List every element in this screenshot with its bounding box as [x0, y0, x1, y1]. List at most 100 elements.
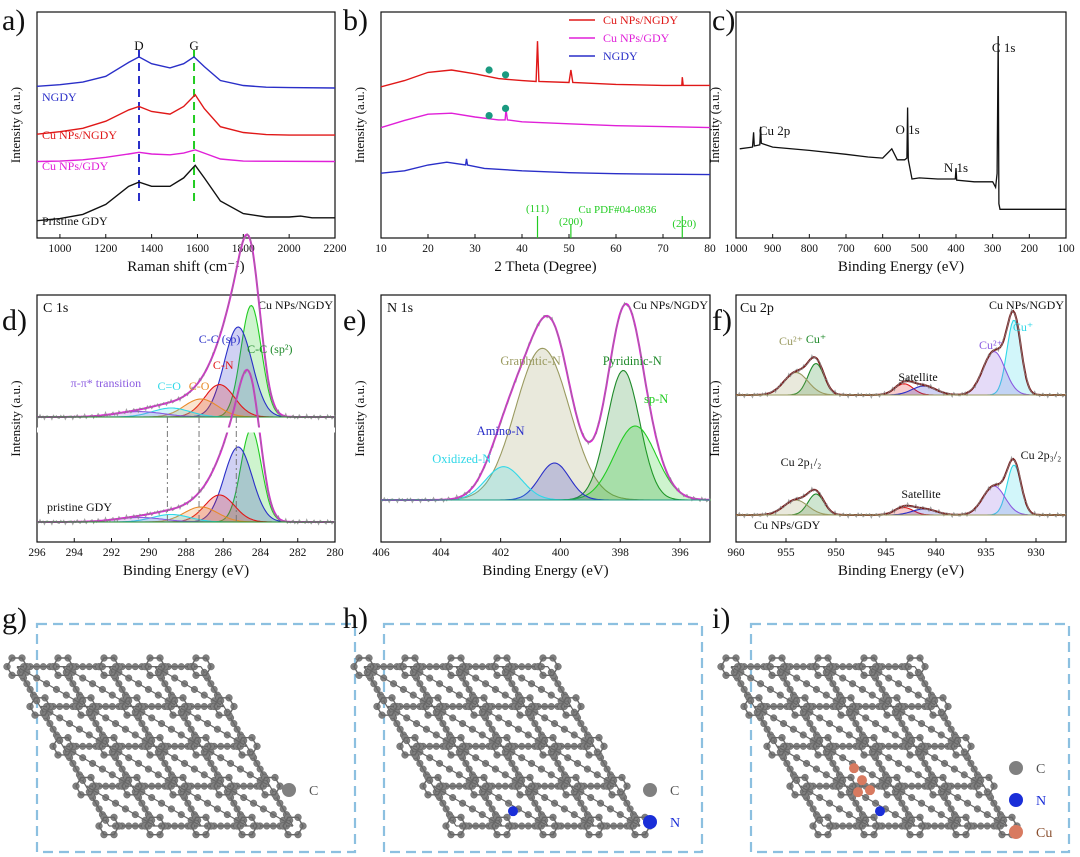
- spin-orbit-label: Satellite: [901, 487, 940, 501]
- benzene-ring: [282, 816, 304, 836]
- legend-label-C: C: [309, 784, 318, 799]
- structure-frame: [382, 622, 704, 854]
- structure-frame: [749, 622, 1071, 854]
- benzene-ring: [190, 736, 212, 756]
- panel-letter-e: e): [343, 304, 366, 337]
- peak-label: O 1s: [895, 122, 919, 137]
- reference-peak-label: (111): [526, 203, 549, 215]
- benzene-ring: [950, 816, 972, 836]
- bond: [432, 785, 503, 827]
- y-axis-label: Intensity (a.u.): [707, 380, 722, 456]
- structure-frame: [35, 622, 357, 854]
- x-tick-label: 398: [612, 547, 630, 559]
- x-axis-label: Binding Energy (eV): [123, 563, 249, 579]
- bond: [386, 705, 457, 747]
- bond: [799, 705, 870, 747]
- component-label: C-C (sp²): [247, 342, 292, 356]
- component-label: Cu⁺: [806, 332, 826, 346]
- peak-label: N 1s: [944, 160, 968, 175]
- series-label-1: Cu NPs/NGDY: [42, 128, 117, 142]
- benzene-ring: [144, 657, 166, 677]
- bond: [547, 745, 618, 787]
- y-axis-label: Intensity (a.u.): [352, 380, 367, 456]
- bond: [409, 745, 480, 787]
- benzene-ring: [835, 697, 857, 716]
- x-tick-label: 292: [103, 547, 121, 559]
- series-label-3: Pristine GDY: [42, 214, 108, 228]
- x-axis-label: Binding Energy (eV): [482, 563, 608, 579]
- y-axis-label: Intensity (a.u.): [8, 87, 23, 163]
- reference-peak-label: (200): [559, 216, 583, 228]
- bond: [891, 785, 962, 827]
- component-label: C=O: [158, 379, 182, 393]
- copper-atom: [849, 763, 859, 774]
- benzene-ring: [537, 816, 559, 836]
- benzene-ring: [766, 657, 788, 677]
- benzene-ring: [121, 776, 143, 796]
- legend-atom-N: [643, 815, 657, 829]
- y-axis-label: Intensity (a.u.): [352, 87, 367, 163]
- panel-f: f) 960 955 950 945 940 935 930 Binding Energy (e…: [707, 294, 1067, 579]
- bond: [455, 666, 526, 708]
- fit-component: [37, 304, 335, 418]
- benzene-ring: [766, 736, 788, 756]
- x-tick-label: 406: [372, 547, 390, 559]
- x-tick-label: 70: [657, 243, 669, 255]
- bond: [524, 705, 595, 747]
- benzene-ring: [468, 776, 490, 796]
- legend-atom-N: [1009, 793, 1023, 807]
- reference-peak-label: (220): [672, 218, 696, 230]
- sample-label-top: Cu NPs/NGDY: [989, 298, 1064, 312]
- benzene-ring: [213, 697, 235, 716]
- bond: [432, 705, 503, 747]
- benzene-ring: [52, 736, 74, 756]
- benzene-ring: [789, 697, 811, 716]
- component-label: C-C (sp): [199, 332, 241, 346]
- bond: [177, 785, 248, 827]
- benzene-ring: [720, 657, 742, 677]
- benzene-ring: [213, 776, 235, 796]
- benzene-ring: [491, 816, 513, 836]
- legend-atom-Cu: [1009, 825, 1023, 839]
- spin-orbit-label: Cu 2p₃/₂: [1021, 448, 1062, 462]
- legend-atom-C: [643, 783, 657, 797]
- benzene-ring: [927, 776, 949, 796]
- x-tick-label: 945: [877, 547, 895, 559]
- benzene-ring: [904, 736, 926, 756]
- panel-b: b) 10 20 30 40 50 60 70 80 2 Theta (Degree) Intens…: [343, 4, 716, 275]
- survey-spectrum-line: [739, 35, 1066, 210]
- x-tick-label: 396: [671, 547, 689, 559]
- benzene-ring: [52, 657, 74, 677]
- benzene-ring: [190, 816, 212, 836]
- benzene-ring: [121, 697, 143, 716]
- benzene-ring: [445, 657, 467, 677]
- benzene-ring: [144, 736, 166, 756]
- x-tick-label: 935: [977, 547, 995, 559]
- x-tick-label: 280: [326, 547, 344, 559]
- bond: [108, 666, 179, 708]
- benzene-ring: [399, 736, 421, 756]
- copper-atom: [853, 787, 863, 798]
- component-label: π-π* transition: [71, 376, 141, 390]
- panel-title: Cu 2p: [740, 301, 774, 316]
- benzene-ring: [537, 657, 559, 677]
- bond: [524, 785, 595, 827]
- x-tick-label: 290: [140, 547, 158, 559]
- benzene-ring: [376, 697, 398, 716]
- benzene-ring: [835, 776, 857, 796]
- bond: [478, 785, 549, 827]
- bond: [363, 666, 434, 708]
- panel-title: C 1s: [43, 301, 68, 316]
- benzene-ring: [445, 736, 467, 756]
- x-tick-label: 296: [28, 547, 46, 559]
- x-tick-label: 1000: [725, 243, 748, 255]
- bond: [914, 745, 985, 787]
- sample-label: Cu NPs/NGDY: [633, 298, 708, 312]
- panel-d: d) 296 294 292 290 288 286 284 282 280 Binding Ene…: [2, 233, 344, 579]
- x-tick-label: 2000: [278, 243, 301, 255]
- benzene-ring: [98, 816, 120, 836]
- raw-data-line: [36, 368, 336, 526]
- benzene-ring: [491, 657, 513, 677]
- x-tick-label: 294: [66, 547, 84, 559]
- bond: [776, 745, 847, 787]
